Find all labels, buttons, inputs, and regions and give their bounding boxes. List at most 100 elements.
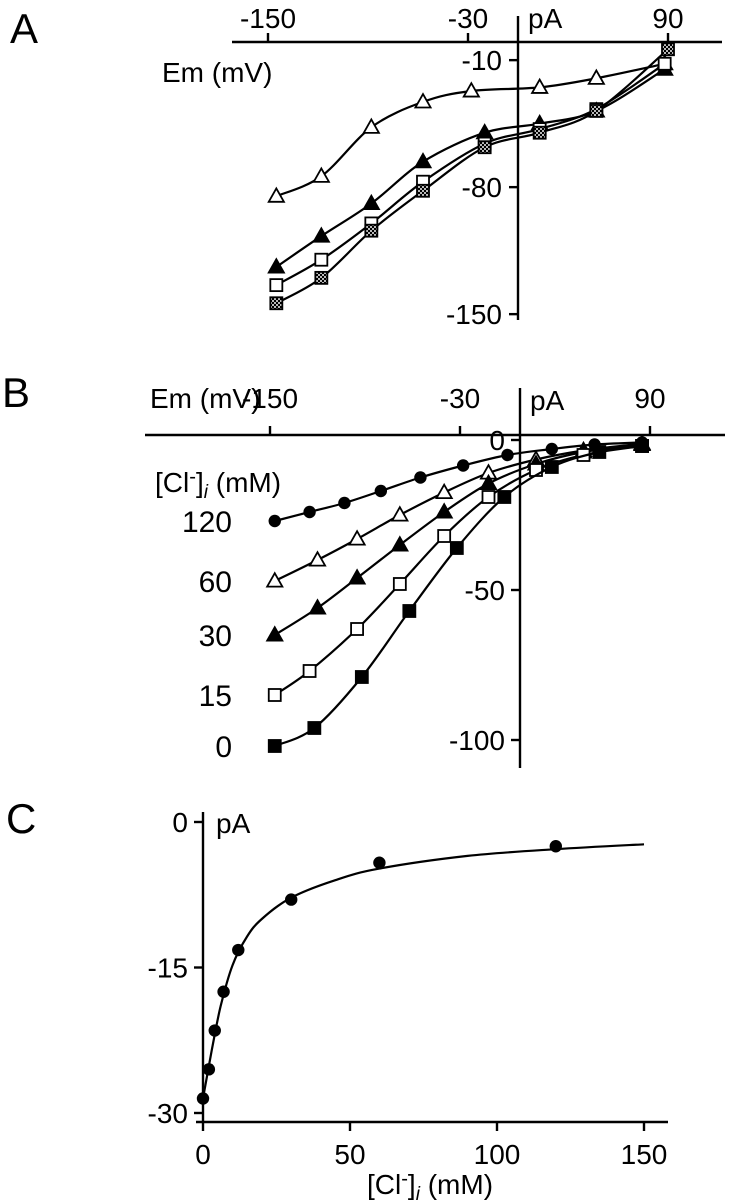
y-tick-label: 0 xyxy=(172,807,188,838)
square-hatched-marker xyxy=(416,183,430,198)
circle-filled-marker xyxy=(285,893,298,906)
square-open-marker xyxy=(481,490,496,504)
x-tick-label: 50 xyxy=(334,1139,365,1170)
triangle-open-marker xyxy=(390,505,409,522)
fit-curve xyxy=(274,444,643,748)
x-tick-label: -150 xyxy=(240,3,296,34)
square-filled-marker xyxy=(307,721,322,735)
triangle-filled-marker xyxy=(347,568,367,585)
square-open-marker xyxy=(314,252,329,267)
panel-b-letter: B xyxy=(2,369,32,416)
circle-filled-marker xyxy=(373,856,386,869)
square-hatched-marker xyxy=(269,296,284,311)
y-tick-label: -100 xyxy=(449,725,505,756)
circle-filled-marker xyxy=(232,943,245,957)
panel-a-axes xyxy=(232,16,722,320)
triangle-open-marker xyxy=(462,81,481,98)
panel-b-axes xyxy=(145,388,725,768)
series-concentration-label: 60 xyxy=(199,566,232,599)
series-concentration-label: 15 xyxy=(199,680,232,713)
fit-curve xyxy=(274,441,643,523)
square-open-marker xyxy=(392,577,407,591)
x-tick-label: 0 xyxy=(195,1139,211,1170)
y-tick-label: -50 xyxy=(465,575,505,606)
panel-c-letter: C xyxy=(6,795,38,842)
triangle-open-marker xyxy=(308,550,327,567)
square-hatched-marker xyxy=(532,125,547,140)
panel-a-series-hatched-square xyxy=(269,42,675,311)
circle-filled-marker xyxy=(338,496,351,510)
square-filled-marker xyxy=(402,604,417,618)
fit-curve xyxy=(274,443,643,636)
series-concentration-label: 120 xyxy=(182,506,232,539)
triangle-open-marker xyxy=(265,571,284,588)
circle-filled-marker xyxy=(549,840,562,853)
square-filled-marker xyxy=(449,541,464,555)
panel-a-labels: -150 -30 90 -10 -80 -150 pA Em (mV) xyxy=(162,3,684,330)
y-tick-label: 0 xyxy=(489,425,505,456)
square-open-marker xyxy=(267,688,282,702)
triangle-filled-marker xyxy=(308,598,327,615)
x-axis-label: [Cl-]i (mM) xyxy=(367,1168,493,1200)
triangle-filled-marker xyxy=(267,257,286,274)
x-tick-label: -30 xyxy=(448,3,488,34)
triangle-open-marker xyxy=(530,77,549,94)
x-axis-label: Em (mV) xyxy=(150,383,260,414)
square-open-marker xyxy=(437,529,452,543)
panel-b-iv-chart: -150 -30 90 0 -50 -100 pA Em (mV) [Cl-]i (mM)120… xyxy=(145,383,725,768)
square-hatched-marker xyxy=(314,270,329,285)
circle-filled-marker xyxy=(268,514,281,528)
triangle-open-marker xyxy=(267,186,286,203)
y-tick-label: -30 xyxy=(148,1098,188,1129)
y-axis-label: pA xyxy=(216,808,251,839)
square-filled-marker xyxy=(544,460,559,474)
y-tick-label: -15 xyxy=(148,953,188,984)
triangle-open-marker xyxy=(587,68,606,85)
x-tick-label: 100 xyxy=(474,1139,521,1170)
panel-c-series-current-vs-chloride xyxy=(196,840,645,1105)
panel-b-series-cl-0 xyxy=(267,439,649,753)
x-tick-label: 150 xyxy=(621,1139,668,1170)
triangle-filled-marker xyxy=(413,152,433,169)
square-filled-marker xyxy=(635,439,649,453)
fit-curve xyxy=(274,444,643,696)
triangle-open-marker xyxy=(312,166,331,183)
panel-b-series-cl-120 xyxy=(268,436,649,528)
square-hatched-marker xyxy=(364,223,379,238)
x-axis-label: Em (mV) xyxy=(162,57,272,88)
square-open-marker xyxy=(657,56,672,71)
circle-filled-marker xyxy=(217,985,230,998)
triangle-filled-marker xyxy=(362,193,381,210)
square-filled-marker xyxy=(592,445,607,459)
triangle-filled-marker xyxy=(312,226,331,243)
series-concentration-label: 0 xyxy=(215,731,232,764)
panel-b-series-cl-15 xyxy=(267,439,649,702)
circle-filled-marker xyxy=(208,1024,221,1037)
x-tick-label: -30 xyxy=(440,383,480,414)
fit-curve xyxy=(201,843,645,1099)
x-tick-label: 90 xyxy=(652,3,683,34)
triangle-filled-marker xyxy=(390,535,409,552)
triangle-filled-marker xyxy=(435,502,454,519)
series-concentration-label: 30 xyxy=(199,620,232,653)
circle-filled-marker xyxy=(414,471,427,484)
panel-a-letter: A xyxy=(10,5,40,52)
triangle-open-marker xyxy=(347,529,367,546)
square-filled-marker xyxy=(267,739,282,753)
circle-filled-marker xyxy=(545,442,559,456)
circle-filled-marker xyxy=(202,1063,216,1076)
y-tick-label: -80 xyxy=(462,172,502,203)
panel-b-labels: -150 -30 90 0 -50 -100 pA Em (mV) [Cl-]i (mM)120… xyxy=(150,383,666,764)
square-hatched-marker xyxy=(589,104,604,118)
x-tick-label: 90 xyxy=(634,383,665,414)
circle-filled-marker xyxy=(303,505,316,519)
square-hatched-marker xyxy=(477,140,492,155)
y-tick-label: -10 xyxy=(462,45,502,76)
square-open-marker xyxy=(350,622,364,636)
circle-filled-marker xyxy=(501,448,514,462)
x-tick-label: -150 xyxy=(242,383,298,414)
triangle-open-marker xyxy=(362,117,381,134)
